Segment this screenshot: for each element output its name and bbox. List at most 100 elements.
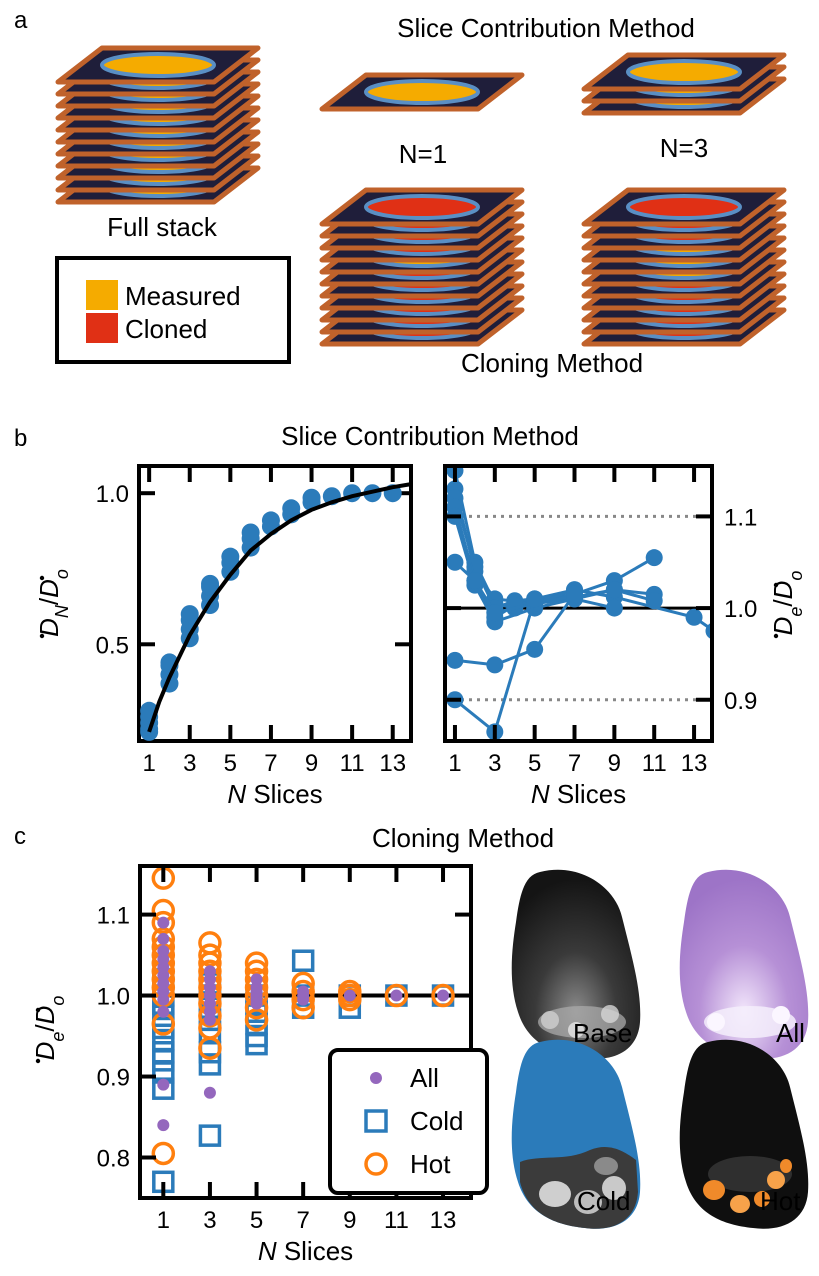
y-tick-label: 1.1 [724,504,757,531]
x-tick-label: 5 [224,750,237,777]
chart-c-legend: All Cold Hot [328,1048,489,1195]
y-tick-label: 0.8 [97,1146,130,1173]
x-tick-label: 1 [157,1207,170,1234]
cloning-stack-1-illustration [319,187,525,347]
slice-region [364,79,480,105]
plot-area [140,866,471,1194]
fit-curve [147,482,412,733]
rate-dot [773,582,779,588]
all-point [390,989,403,1002]
cold-point [291,949,315,972]
panel-b-title: Slice Contribution Method [281,421,579,451]
x-tick-label: 9 [305,750,318,777]
legend-label: All [410,1063,439,1093]
x-tick-label: 3 [183,750,196,777]
x-axis-label: N Slices [227,779,322,809]
panel-a-letter: a [14,7,28,34]
full-stack-label: Full stack [107,212,218,242]
y-tick-label: 0.9 [724,688,757,715]
all-point [157,1078,170,1091]
hot-point [244,1008,269,1032]
x-axis-label: N Slices [531,779,626,809]
x-tick-label: 11 [384,1207,409,1234]
legend-cloned-label: Cloned [125,314,207,344]
x-tick-label: 1 [448,750,461,777]
legend-cloned-swatch [86,313,118,343]
data-point [605,581,623,599]
image-label-cold: Cold [577,1186,630,1216]
hot-point [151,910,176,935]
cold-point [152,1040,175,1064]
plot-frame [138,864,473,1200]
y-tick-label: 1.0 [96,481,129,508]
rate-dot [35,1058,41,1064]
data-point [446,553,464,571]
cold-point [152,1028,175,1052]
panel-a: a Slice Contribution Method Full stack N… [14,7,787,378]
y-tick-label: 1.1 [97,903,130,930]
n1-stack-illustration [319,72,525,112]
rate-dot [773,633,779,639]
data-point [140,722,159,741]
data-point [302,488,321,507]
rate-dot [39,633,45,639]
slice-region [626,194,742,220]
x-tick-label: 5 [528,750,541,777]
data-point [486,656,504,674]
series-line [454,593,576,667]
all-point [297,985,310,998]
data-point [605,599,623,617]
data-point [261,511,280,530]
all-point [157,945,170,958]
x-tick-label: 13 [379,750,406,777]
y-axis-label: De/Do [768,571,806,636]
legend-measured-swatch [86,280,118,310]
image-label-hot: Hot [760,1186,801,1216]
full-stack-illustration [55,45,261,205]
n3-label: N=3 [660,133,708,163]
legend-measured-label: Measured [125,281,241,311]
slice-region [364,194,480,220]
data-point [645,592,663,610]
cold-point [198,1053,222,1076]
all-point [203,1086,216,1099]
legend-cold-marker [364,1109,388,1133]
panel-a-title: Slice Contribution Method [397,13,695,43]
dose-image-all [679,869,809,1059]
legend-hot-marker [364,1152,388,1176]
data-point [446,651,464,669]
y-tick-label: 1.0 [97,984,130,1011]
data-point [201,574,220,593]
x-tick-label: 11 [340,750,365,777]
all-point [157,1005,170,1018]
panel-a-legend: Measured Cloned [55,256,291,364]
hot-point [198,943,222,967]
cloning-method-label: Cloning Method [461,348,643,378]
plot-frame [443,464,714,743]
hot-point [198,931,222,955]
x-tick-label: 5 [250,1207,263,1234]
all-point [203,965,216,978]
dose-image-base [511,869,641,1059]
hot-point [431,983,455,1008]
n3-stack-illustration [581,52,787,116]
panel-c: c Cloning Method 1 3 5 7 9 11 130.80.91.01.1N … [14,823,809,1266]
plot-area [445,466,712,741]
panel-b-letter: b [14,425,27,452]
legend-label: Cold [410,1106,463,1136]
data-point [241,523,260,542]
x-tick-label: 13 [430,1207,457,1234]
y-axis-label: De/Do [30,996,68,1061]
x-tick-label: 9 [608,750,621,777]
cold-point [198,1124,222,1147]
all-point [157,932,170,945]
panel-b: b Slice Contribution Method 1 3 5 7 9 11 130.5… [14,421,806,809]
data-point [645,549,663,567]
rate-dot [39,575,45,581]
data-point [180,605,199,624]
x-tick-label: 1 [142,750,155,777]
data-point [566,585,584,603]
